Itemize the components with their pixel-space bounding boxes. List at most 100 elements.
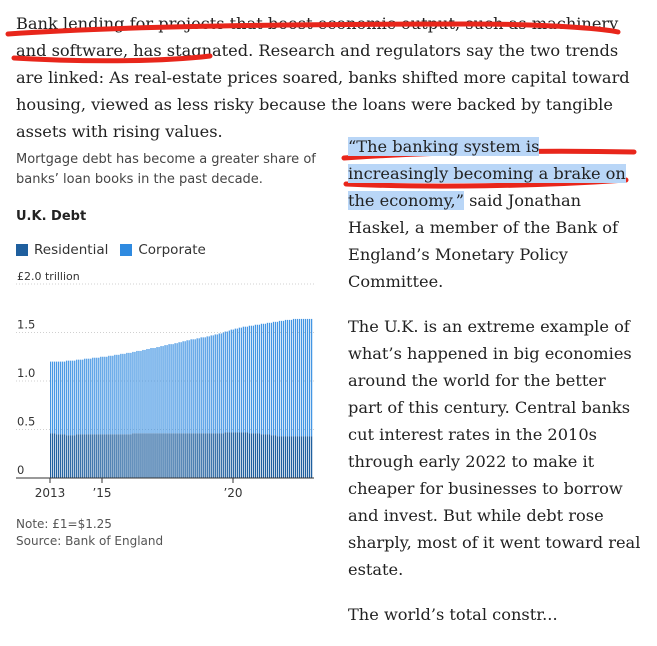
x-tick-label: ’20 xyxy=(223,486,242,500)
bar-corporate xyxy=(78,359,80,435)
bar-residential xyxy=(78,434,80,478)
bar-residential xyxy=(64,434,66,478)
bar-corporate xyxy=(108,355,110,435)
bar-residential xyxy=(54,433,56,478)
bar-corporate xyxy=(84,358,86,435)
bar-residential xyxy=(128,434,130,478)
bar-residential xyxy=(62,434,64,478)
bar-corporate xyxy=(150,348,152,434)
bar-residential xyxy=(166,433,168,478)
bar-residential xyxy=(72,435,74,478)
bar-residential xyxy=(140,433,142,478)
article-right-column: “The banking system is increasingly beco… xyxy=(348,133,643,646)
bar-residential xyxy=(264,434,267,478)
bar-residential xyxy=(192,433,194,478)
bar-residential xyxy=(146,433,148,478)
bar-corporate xyxy=(100,356,102,435)
bar-residential xyxy=(66,435,68,478)
quote-paragraph: “The banking system is increasingly beco… xyxy=(348,133,643,295)
bar-residential xyxy=(304,436,307,478)
x-tick-label: 2013 xyxy=(35,486,66,500)
bar-corporate xyxy=(128,352,130,435)
bar-corporate xyxy=(70,360,72,436)
bar-residential xyxy=(246,432,248,478)
bar-corporate xyxy=(62,361,64,435)
bar-corporate xyxy=(82,359,84,435)
bar-residential xyxy=(104,434,106,478)
bar-corporate xyxy=(166,345,168,434)
bar-corporate xyxy=(132,351,134,434)
bar-corporate xyxy=(224,331,226,433)
bar-residential xyxy=(110,434,112,478)
bar-corporate xyxy=(164,345,166,434)
bar-corporate xyxy=(144,349,146,434)
bar-residential xyxy=(266,434,269,478)
bar-corporate xyxy=(104,356,106,435)
bar-residential xyxy=(134,433,136,478)
article-paragraph-3-partial: The world’s total constr... xyxy=(348,605,558,624)
bar-corporate xyxy=(214,334,216,434)
y-tick-label: 0.5 xyxy=(17,415,35,429)
bar-residential xyxy=(194,433,196,478)
bar-corporate xyxy=(298,318,301,437)
bar-corporate xyxy=(296,318,299,437)
bar-corporate xyxy=(246,326,248,433)
bar-corporate xyxy=(238,327,240,433)
bar-residential xyxy=(82,434,84,478)
chart-legend: Residential Corporate xyxy=(16,242,218,258)
bar-corporate xyxy=(268,322,271,435)
bar-residential xyxy=(220,433,222,478)
bar-residential xyxy=(242,432,244,478)
bar-corporate xyxy=(68,360,70,436)
bar-residential xyxy=(52,433,54,478)
bar-residential xyxy=(184,433,186,478)
bar-residential xyxy=(92,434,94,478)
bar-corporate xyxy=(306,318,309,437)
bar-corporate xyxy=(74,360,76,436)
bar-residential xyxy=(102,434,104,478)
x-tick-label: ’15 xyxy=(92,486,111,500)
chart-subtitle: Mortgage debt has become a greater share… xyxy=(16,152,316,187)
bar-corporate xyxy=(250,325,253,434)
bar-corporate xyxy=(222,332,224,434)
bar-corporate xyxy=(288,319,291,437)
bar-residential xyxy=(112,434,114,478)
bar-corporate xyxy=(72,360,74,436)
bar-corporate xyxy=(154,348,156,434)
bar-residential xyxy=(96,434,98,478)
bar-residential xyxy=(144,433,146,478)
bar-residential xyxy=(68,435,70,478)
bar-residential xyxy=(108,434,110,478)
bar-residential xyxy=(106,434,108,478)
bar-corporate xyxy=(264,323,267,435)
bar-corporate xyxy=(186,340,188,434)
bar-residential xyxy=(218,433,220,478)
bar-corporate xyxy=(66,360,68,436)
legend-label-residential: Residential xyxy=(34,242,109,258)
bar-corporate xyxy=(276,321,279,437)
bar-corporate xyxy=(198,338,200,434)
bar-corporate xyxy=(204,337,206,434)
bar-residential xyxy=(76,434,78,478)
bar-corporate xyxy=(252,325,255,434)
bar-residential xyxy=(94,434,96,478)
bar-residential xyxy=(222,433,224,478)
bar-corporate xyxy=(106,356,108,435)
bar-corporate xyxy=(258,324,261,434)
bar-corporate xyxy=(226,331,228,433)
bar-residential xyxy=(50,433,52,478)
bar-residential xyxy=(152,433,154,478)
bar-corporate xyxy=(90,358,92,435)
chart-title: U.K. Debt xyxy=(16,209,87,224)
chart-note: Note: £1=$1.25 xyxy=(16,517,112,531)
bar-corporate xyxy=(92,357,94,435)
bar-corporate xyxy=(184,341,186,434)
bar-residential xyxy=(126,434,128,478)
bar-residential xyxy=(174,433,176,478)
bar-corporate xyxy=(56,361,58,435)
bar-corporate xyxy=(120,353,122,435)
bar-corporate xyxy=(172,344,174,434)
bar-corporate xyxy=(86,358,88,435)
bar-corporate xyxy=(196,338,198,434)
bar-corporate xyxy=(190,339,192,434)
